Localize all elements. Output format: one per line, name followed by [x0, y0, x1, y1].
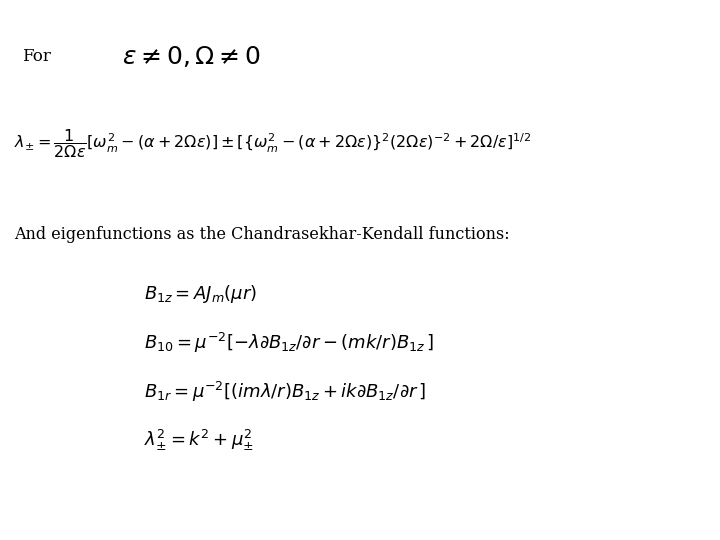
Text: $B_{10} = \mu^{-2}[-\lambda\partial B_{1z} / \partial r - (mk / r)B_{1z}\,]$: $B_{10} = \mu^{-2}[-\lambda\partial B_{1…: [144, 331, 434, 355]
Text: $\lambda_{\pm} = \dfrac{1}{2\Omega\varepsilon}[\omega_m^2 - (\alpha + 2\Omega\va: $\lambda_{\pm} = \dfrac{1}{2\Omega\varep…: [14, 126, 531, 160]
Text: $B_{1r} = \mu^{-2}[(im\lambda / r)B_{1z} + ik\partial B_{1z} / \partial r\,]$: $B_{1r} = \mu^{-2}[(im\lambda / r)B_{1z}…: [144, 380, 426, 403]
Text: $\varepsilon \neq 0, \Omega \neq 0$: $\varepsilon \neq 0, \Omega \neq 0$: [122, 44, 261, 69]
Text: $B_{1z} = AJ_m(\mu r)$: $B_{1z} = AJ_m(\mu r)$: [144, 284, 257, 305]
Text: And eigenfunctions as the Chandrasekhar-Kendall functions:: And eigenfunctions as the Chandrasekhar-…: [14, 226, 510, 244]
Text: $\lambda_{\pm}^2 = k^2 + \mu_{\pm}^2$: $\lambda_{\pm}^2 = k^2 + \mu_{\pm}^2$: [144, 428, 253, 453]
Text: For: For: [22, 48, 50, 65]
